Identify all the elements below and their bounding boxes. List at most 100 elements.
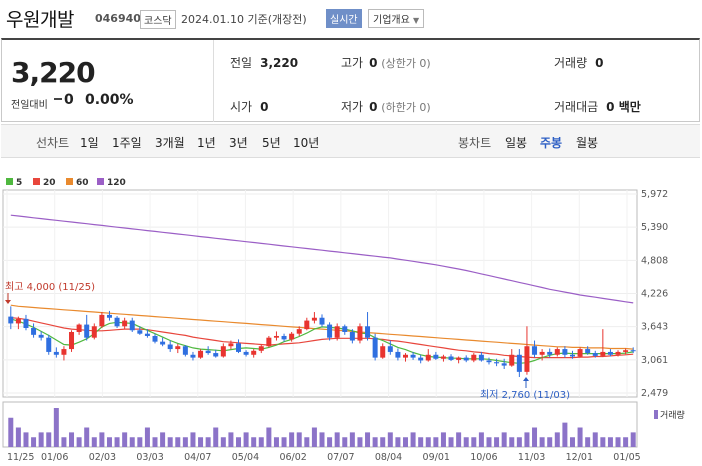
volume: 거래량 0: [554, 56, 604, 70]
legend-ma20: 20: [33, 178, 56, 188]
tab-1day[interactable]: 1일: [80, 136, 99, 150]
volume-bar: [387, 432, 393, 447]
candle-body: [228, 343, 234, 347]
volume-bar: [220, 437, 226, 447]
candle-body: [365, 326, 371, 338]
candle-body: [182, 346, 188, 355]
candle-body: [607, 351, 613, 355]
volume-bar: [99, 432, 105, 447]
volume-bar: [91, 437, 97, 447]
current-price: 3,220: [11, 56, 96, 89]
volume-bar: [372, 437, 378, 447]
volume-bar: [273, 437, 279, 447]
candle-body: [516, 354, 522, 372]
candle-body: [190, 354, 196, 358]
candle-body: [129, 320, 135, 331]
candle-body: [327, 324, 333, 338]
volume-bar: [569, 437, 575, 447]
candle-body: [144, 333, 150, 336]
ma120-line: [10, 214, 634, 304]
volume-bar: [304, 437, 310, 447]
volume-bar: [623, 437, 629, 447]
candle-body: [251, 350, 257, 355]
candle-body: [31, 327, 37, 335]
candle-body: [38, 334, 44, 338]
volume-bar: [357, 437, 363, 447]
candle-body: [577, 349, 583, 357]
candle-body: [433, 354, 439, 359]
x-tick-label: 10/06: [470, 452, 497, 463]
candle-body: [198, 350, 204, 358]
tab-1year[interactable]: 1년: [197, 136, 216, 150]
volume-bar: [585, 437, 591, 447]
x-tick-label: 09/01: [423, 452, 450, 463]
x-tick-label: 05/04: [232, 452, 259, 463]
candle-body: [137, 330, 143, 334]
volume-bar: [251, 437, 257, 447]
candle-body: [357, 326, 363, 341]
candle-body: [167, 344, 173, 350]
volume-bar: [456, 432, 462, 447]
candle-body: [387, 346, 393, 352]
candle-body: [8, 316, 14, 324]
volume-bar: [448, 437, 454, 447]
volume-bar: [236, 437, 242, 447]
tab-daily[interactable]: 일봉: [505, 136, 528, 150]
x-tick-label: 11/25: [7, 452, 34, 463]
candle-body: [448, 356, 454, 360]
volume-bar: [84, 427, 90, 447]
volume-legend: 거래량: [654, 408, 685, 421]
volume-bar: [167, 437, 173, 447]
volume-bar: [440, 432, 446, 447]
candle-body: [205, 350, 211, 354]
candle-body: [220, 346, 226, 357]
volume-bar: [425, 437, 431, 447]
stock-name: 우원개발: [6, 9, 74, 31]
volume-bar: [205, 437, 211, 447]
candle-body: [319, 317, 325, 325]
volume-bar: [289, 432, 295, 447]
company-info-label: 기업개요: [373, 15, 410, 26]
x-tick-label: 01/05: [613, 452, 640, 463]
stock-code: 046940: [95, 12, 141, 25]
volume-bar: [478, 432, 484, 447]
tab-weekly[interactable]: 주봉: [540, 136, 563, 150]
candle-body: [630, 350, 636, 352]
tab-1week[interactable]: 1주일: [112, 136, 142, 150]
candle-body: [289, 333, 295, 340]
volume-bar: [600, 437, 606, 447]
volume-bar: [53, 408, 59, 447]
candle-body: [342, 326, 348, 332]
volume-bar: [463, 437, 469, 447]
realtime-button[interactable]: 실시간: [326, 9, 362, 28]
tab-10year[interactable]: 10년: [293, 136, 320, 150]
candle-body: [273, 335, 279, 338]
candle-body: [600, 351, 606, 356]
tab-3month[interactable]: 3개월: [155, 136, 185, 150]
tab-monthly[interactable]: 월봉: [576, 136, 599, 150]
candle-body: [160, 341, 166, 345]
company-info-dropdown[interactable]: 기업개요 ▼: [368, 9, 425, 28]
ma20-swatch: [33, 178, 40, 185]
candle-body: [554, 349, 560, 355]
volume-bar: [243, 432, 249, 447]
tab-5year[interactable]: 5년: [262, 136, 281, 150]
candle-body: [15, 318, 21, 324]
y-tick-label: 4,808: [641, 255, 668, 266]
candle-body: [266, 337, 272, 347]
volume-bar: [577, 427, 583, 447]
candle-body: [46, 337, 52, 352]
candle-body: [236, 343, 242, 352]
candle-body: [106, 314, 112, 318]
volume-bar: [144, 427, 150, 447]
candle-body: [539, 351, 545, 355]
tab-3year[interactable]: 3년: [229, 136, 248, 150]
candle-body: [258, 346, 264, 351]
volume-bar: [114, 437, 120, 447]
x-tick-label: 06/02: [279, 452, 306, 463]
high-arrow-head: [5, 300, 11, 304]
y-tick-label: 5,390: [641, 222, 668, 233]
candle-body: [463, 357, 469, 361]
x-tick-label: 02/03: [89, 452, 116, 463]
